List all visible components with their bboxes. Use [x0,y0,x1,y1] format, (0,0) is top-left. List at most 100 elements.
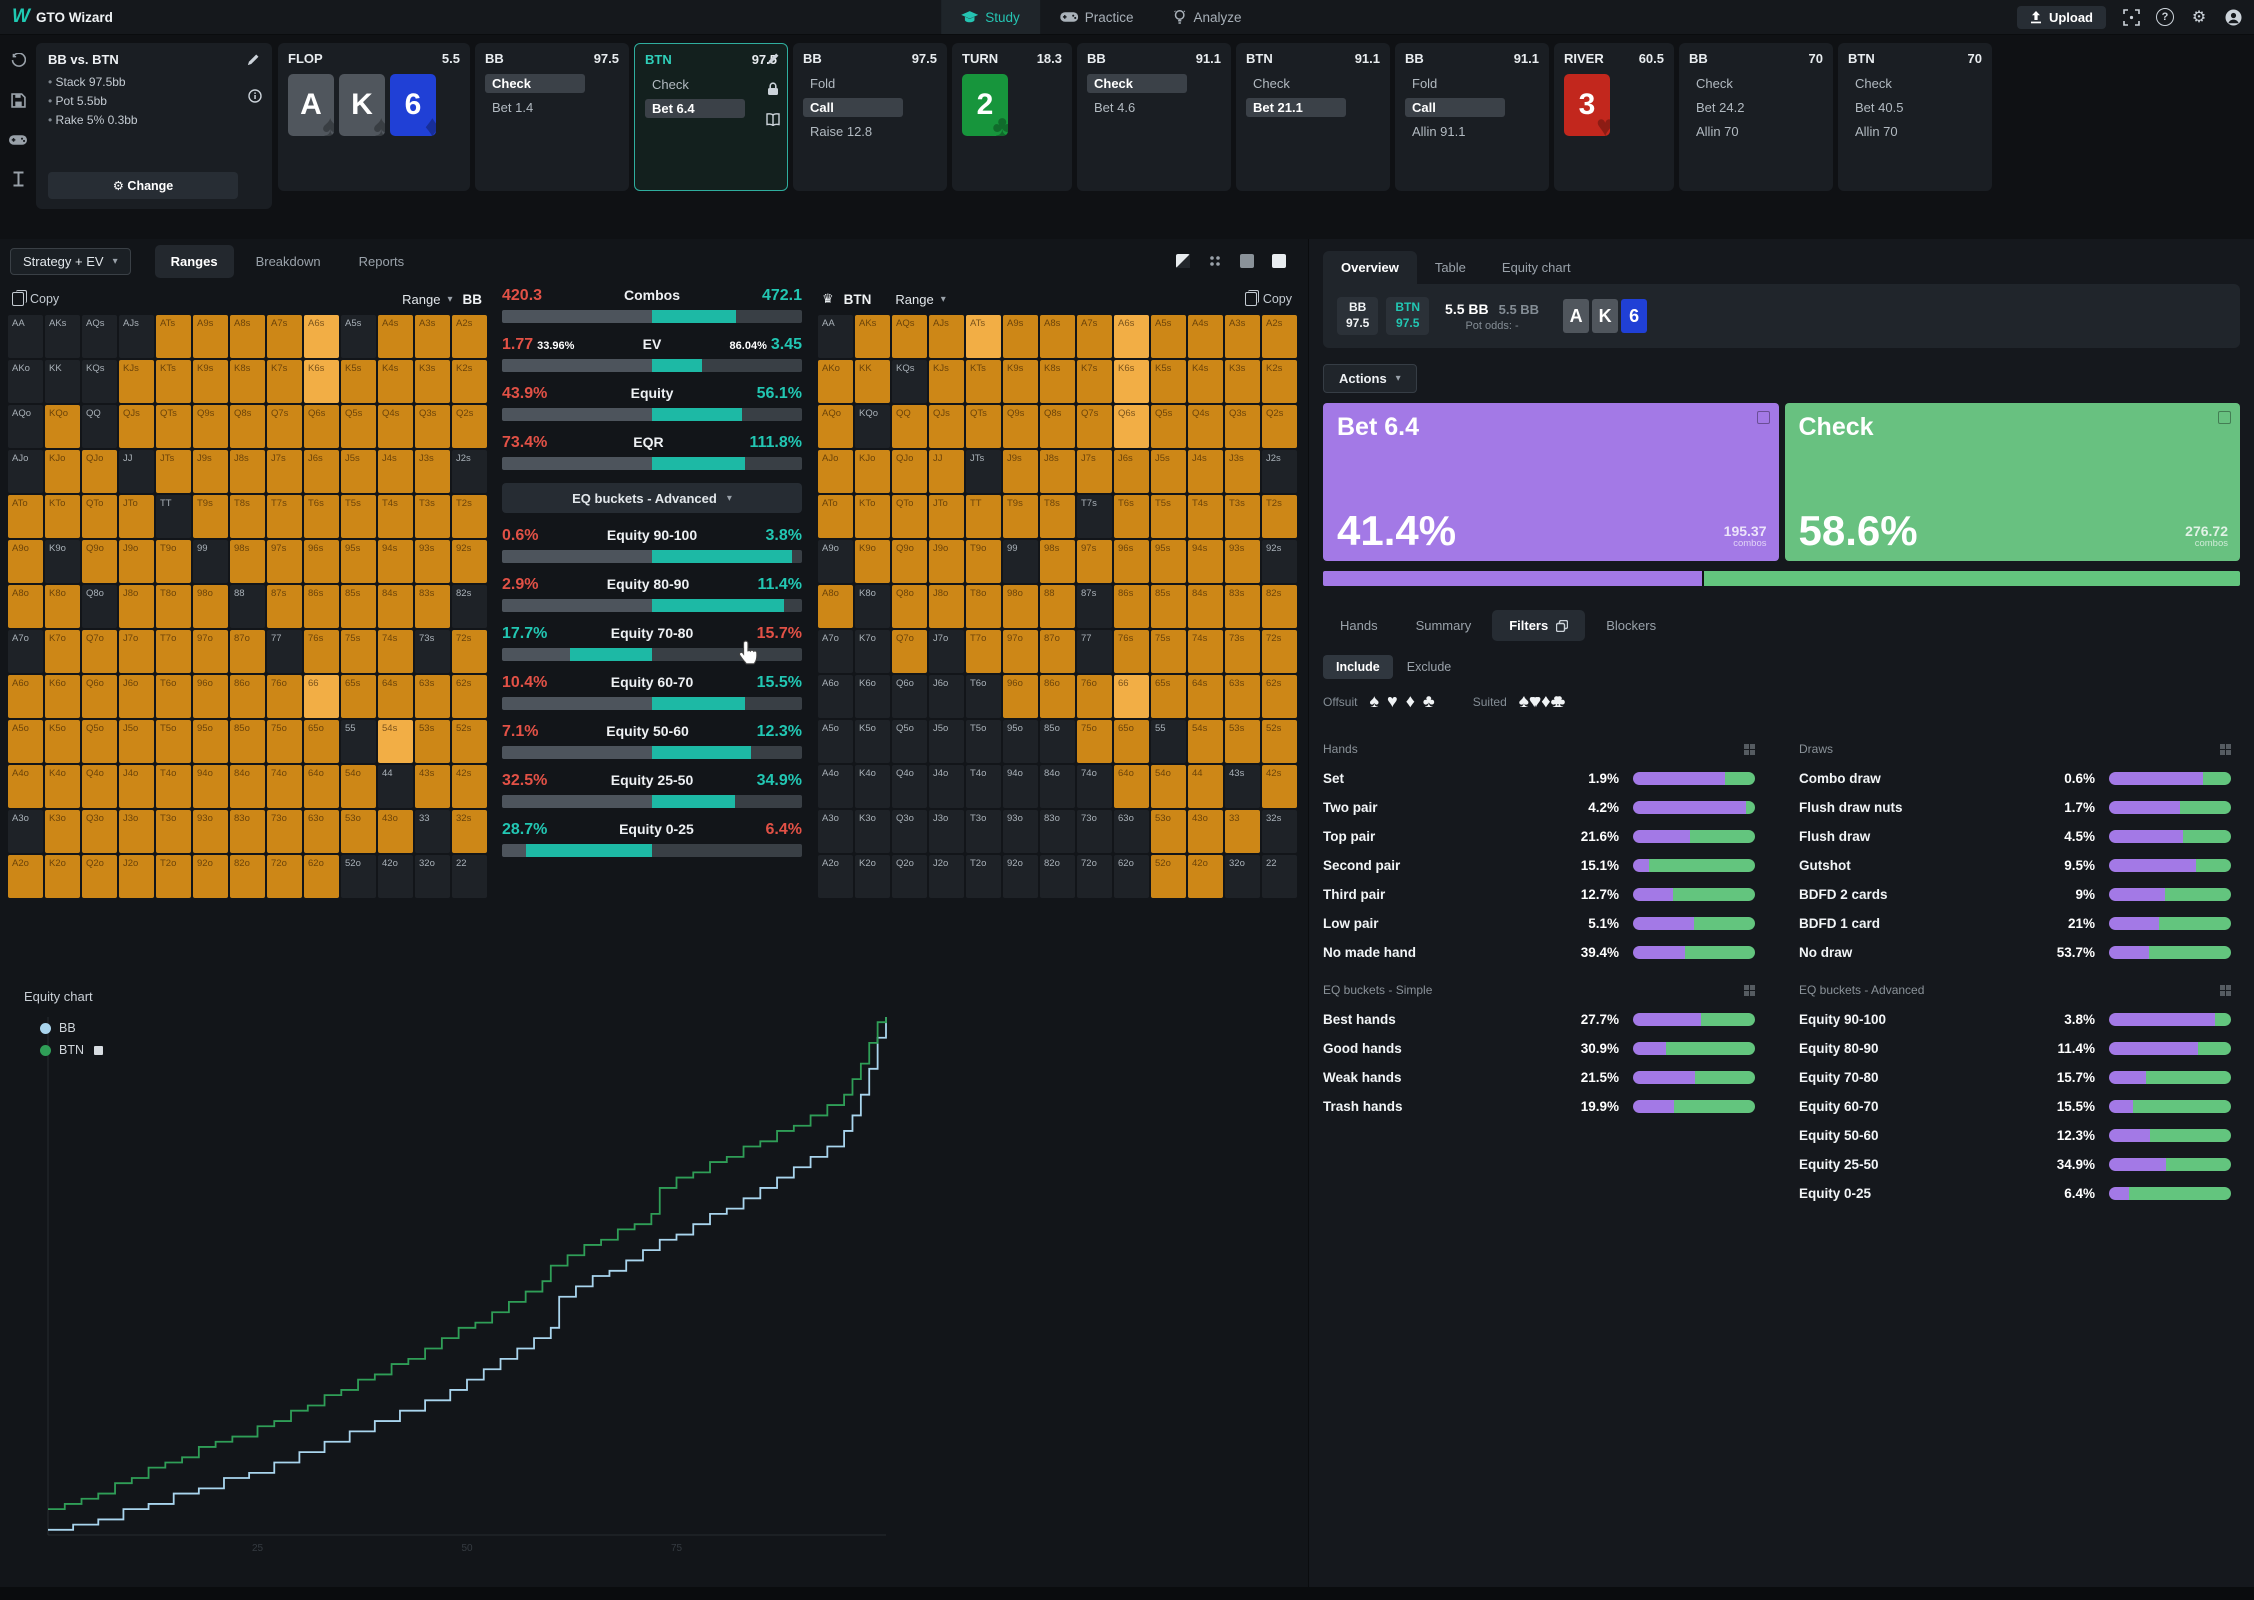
hand-cell-A2o[interactable]: A2o [8,855,43,898]
hand-cell-J4s[interactable]: J4s [1188,450,1223,493]
hand-cell-J6s[interactable]: J6s [1114,450,1149,493]
hand-cell-65o[interactable]: 65o [1114,720,1149,763]
gear-icon[interactable]: ⚙ [2191,9,2207,26]
hand-cell-K7o[interactable]: K7o [45,630,80,673]
hand-cell-32o[interactable]: 32o [1225,855,1260,898]
hand-cell-J4s[interactable]: J4s [378,450,413,493]
lock-icon[interactable] [767,82,779,101]
spot-config-card[interactable]: BB vs. BTN Stack 97.5bbPot 5.5bbRake 5% … [36,43,272,209]
hand-cell-43s[interactable]: 43s [415,765,450,808]
stat-row-best-hands[interactable]: Best hands 27.7% [1323,1005,1755,1034]
hand-cell-76o[interactable]: 76o [267,675,302,718]
hand-cell-73s[interactable]: 73s [415,630,450,673]
hand-cell-73o[interactable]: 73o [267,810,302,853]
hand-cell-K5o[interactable]: K5o [855,720,890,763]
hand-cell-J8o[interactable]: J8o [929,585,964,628]
hand-cell-T9s[interactable]: T9s [1003,495,1038,538]
hand-cell-63s[interactable]: 63s [1225,675,1260,718]
hand-cell-K3o[interactable]: K3o [45,810,80,853]
action-option-raise-12-8[interactable]: Raise 12.8 [810,124,873,139]
hand-cell-ATs[interactable]: ATs [966,315,1001,358]
hand-cell-96s[interactable]: 96s [304,540,339,583]
hand-cell-72o[interactable]: 72o [267,855,302,898]
hand-cell-K6s[interactable]: K6s [1114,360,1149,403]
hand-cell-Q8s[interactable]: Q8s [1040,405,1075,448]
hand-cell-TT[interactable]: TT [966,495,1001,538]
exclude-button[interactable]: Exclude [1406,660,1452,674]
hand-cell-J9s[interactable]: J9s [1003,450,1038,493]
tree-node-bb-actions[interactable]: BB 91.1 Check Bet 4.6 [1077,43,1231,191]
action-option-check[interactable]: Check [485,74,585,93]
player-chip-bb[interactable]: BB 97.5 [1337,297,1379,335]
suited-spade-icon[interactable]: ♠♠ [1518,691,1530,711]
view-compact-icon[interactable] [1236,252,1258,270]
stat-row-top-pair[interactable]: Top pair 21.6% [1323,822,1755,851]
hand-cell-87s[interactable]: 87s [267,585,302,628]
hand-cell-66[interactable]: 66 [304,675,339,718]
hand-cell-65s[interactable]: 65s [341,675,376,718]
hand-cell-94s[interactable]: 94s [378,540,413,583]
hand-cell-K2o[interactable]: K2o [855,855,890,898]
hand-cell-92s[interactable]: 92s [452,540,487,583]
tab-breakdown[interactable]: Breakdown [255,253,321,269]
hand-cell-AJo[interactable]: AJo [8,450,43,493]
hand-cell-43o[interactable]: 43o [1188,810,1223,853]
hand-cell-Q5s[interactable]: Q5s [1151,405,1186,448]
hand-cell-AJs[interactable]: AJs [119,315,154,358]
hand-cell-93s[interactable]: 93s [415,540,450,583]
hand-cell-J3s[interactable]: J3s [1225,450,1260,493]
hand-cell-QTs[interactable]: QTs [966,405,1001,448]
hand-cell-K7s[interactable]: K7s [1077,360,1112,403]
hand-cell-JTo[interactable]: JTo [929,495,964,538]
hand-cell-52o[interactable]: 52o [1151,855,1186,898]
hand-cell-A6o[interactable]: A6o [8,675,43,718]
hand-cell-T4o[interactable]: T4o [156,765,191,808]
hand-cell-86o[interactable]: 86o [230,675,265,718]
gto-wizard-logo[interactable]: W [12,6,30,27]
nav-tab-practice[interactable]: Practice [1040,0,1154,34]
hand-cell-A6s[interactable]: A6s [1114,315,1149,358]
hand-cell-AKo[interactable]: AKo [818,360,853,403]
history-icon[interactable] [11,53,26,73]
hand-cell-J3o[interactable]: J3o [929,810,964,853]
offsuit-heart-icon[interactable]: ♥ [1387,691,1398,711]
hand-cell-A4o[interactable]: A4o [8,765,43,808]
hand-cell-K5o[interactable]: K5o [45,720,80,763]
hand-cell-73o[interactable]: 73o [1077,810,1112,853]
bb-range-select[interactable]: Range ▾ [402,291,453,307]
stat-row-low-pair[interactable]: Low pair 5.1% [1323,909,1755,938]
hand-cell-85s[interactable]: 85s [341,585,376,628]
hand-cell-62s[interactable]: 62s [452,675,487,718]
hand-cell-J5o[interactable]: J5o [929,720,964,763]
edit-icon[interactable] [247,53,260,71]
hand-cell-42s[interactable]: 42s [1262,765,1297,808]
hand-cell-52s[interactable]: 52s [1262,720,1297,763]
hand-cell-72s[interactable]: 72s [452,630,487,673]
hand-cell-98s[interactable]: 98s [230,540,265,583]
text-tool-icon[interactable] [12,171,25,192]
hand-cell-A6s[interactable]: A6s [304,315,339,358]
hand-cell-T8o[interactable]: T8o [156,585,191,628]
tab-ranges[interactable]: Ranges [154,244,234,278]
stat-row-bdfd-2-cards[interactable]: BDFD 2 cards 9% [1799,880,2231,909]
actions-dropdown[interactable]: Actions ▾ [1323,364,1417,393]
stat-row-equity-90-100[interactable]: Equity 90-100 3.8% [1799,1005,2231,1034]
hand-cell-A5s[interactable]: A5s [341,315,376,358]
hand-cell-AA[interactable]: AA [8,315,43,358]
hand-cell-92s[interactable]: 92s [1262,540,1297,583]
hand-cell-K2o[interactable]: K2o [45,855,80,898]
hand-cell-86s[interactable]: 86s [1114,585,1149,628]
hand-cell-96o[interactable]: 96o [193,675,228,718]
hand-cell-22[interactable]: 22 [1262,855,1297,898]
hand-cell-K6o[interactable]: K6o [45,675,80,718]
stat-row-two-pair[interactable]: Two pair 4.2% [1323,793,1755,822]
hand-cell-K3s[interactable]: K3s [1225,360,1260,403]
hand-cell-K2s[interactable]: K2s [1262,360,1297,403]
hand-cell-JTs[interactable]: JTs [156,450,191,493]
hand-cell-94o[interactable]: 94o [193,765,228,808]
hand-cell-Q2o[interactable]: Q2o [82,855,117,898]
hand-cell-QQ[interactable]: QQ [892,405,927,448]
hand-cell-95o[interactable]: 95o [193,720,228,763]
grid-view-icon[interactable] [1744,743,1755,755]
hand-cell-74s[interactable]: 74s [378,630,413,673]
